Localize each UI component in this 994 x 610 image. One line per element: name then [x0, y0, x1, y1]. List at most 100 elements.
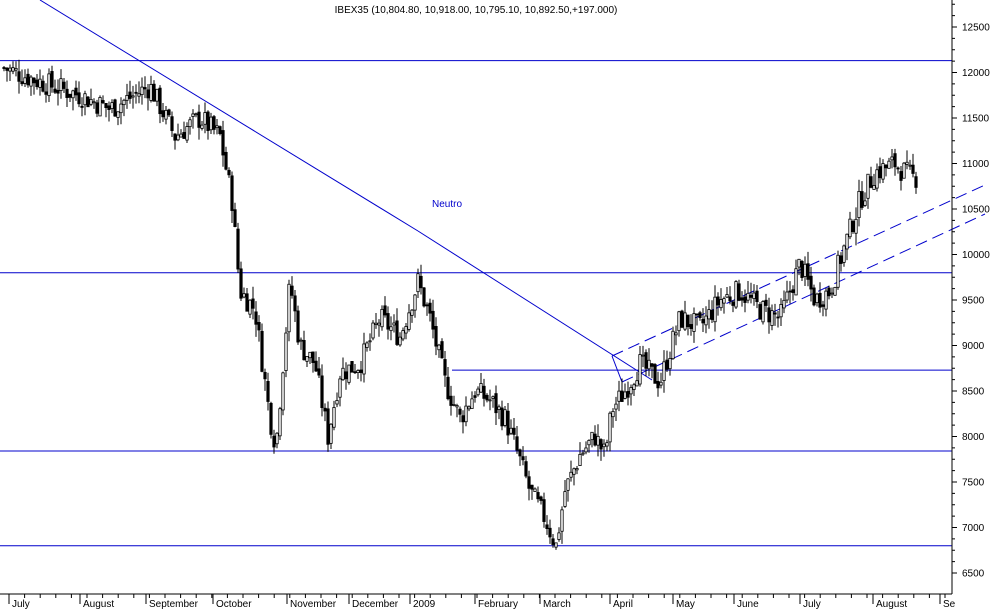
candle-body-down	[665, 359, 669, 370]
candle-body-up	[890, 156, 894, 161]
candle-body-down	[818, 292, 822, 308]
candle-body-up	[614, 403, 618, 410]
candle-body-down	[422, 287, 426, 307]
candle-body-up	[185, 126, 189, 141]
candle-body-up	[89, 98, 93, 105]
candle-body-down	[65, 88, 69, 98]
candle-body-down	[893, 153, 897, 168]
y-ticks: 6500 7000 7500 8000 8500 9000 9500 10000 10500 11…	[952, 3, 990, 580]
candle-body-down	[74, 87, 78, 96]
neutro-annotation: Neutro	[432, 199, 462, 210]
candle-body-up	[110, 102, 114, 109]
candle-body-down	[167, 109, 171, 116]
candle-body-up	[815, 293, 819, 304]
candle-body-up	[416, 273, 420, 293]
x-tick-label: October	[216, 599, 252, 610]
candle-body-up	[368, 340, 372, 343]
candle-body-down	[344, 371, 348, 380]
y-tick-label: 7000	[962, 523, 985, 534]
candle-body-down	[104, 103, 108, 108]
candle-body-up	[569, 471, 573, 478]
candle-body-down	[731, 301, 735, 306]
candle-body-down	[68, 93, 72, 98]
candle-body-up	[278, 408, 282, 437]
candle-body-down	[443, 359, 447, 376]
candle-body-up	[794, 268, 798, 296]
candle-body-up	[14, 68, 18, 71]
candle-body-down	[536, 492, 540, 500]
candle-body-down	[812, 287, 816, 306]
candle-body-up	[554, 542, 558, 548]
candle-body-up	[848, 218, 852, 238]
y-tick-label: 10000	[962, 250, 990, 261]
candle-body-up	[623, 391, 627, 399]
candle-body-down	[32, 77, 36, 84]
candle-body-up	[575, 468, 579, 471]
x-tick-label: April	[613, 599, 633, 610]
candle-body-down	[230, 175, 234, 211]
x-tick-label: March	[543, 599, 571, 610]
candle-body-up	[761, 301, 765, 323]
candle-body-up	[455, 405, 459, 408]
candle-body-up	[887, 160, 891, 169]
candle-body-up	[854, 218, 858, 234]
candle-body-down	[773, 312, 777, 315]
candle-body-up	[338, 378, 342, 398]
candle-body-up	[164, 109, 168, 120]
candle-body-down	[539, 496, 543, 501]
candle-body-down	[449, 395, 453, 406]
candle-body-down	[113, 99, 117, 117]
candle-body-down	[290, 285, 294, 296]
candle-body-down	[473, 395, 477, 398]
candle-body-up	[71, 90, 75, 99]
candle-body-up	[479, 383, 483, 393]
candle-body-up	[281, 372, 285, 411]
candle-body-down	[914, 176, 918, 188]
candle-body-up	[362, 343, 366, 375]
candle-body-down	[251, 298, 255, 309]
candle-body-up	[116, 111, 120, 118]
candle-body-down	[518, 449, 522, 457]
candle-body-down	[353, 371, 357, 374]
candle-body-up	[299, 339, 303, 342]
candle-body-up	[647, 359, 651, 370]
candle-body-up	[560, 509, 564, 532]
candle-body-down	[86, 96, 90, 108]
candle-body-up	[683, 312, 687, 330]
candle-body-up	[857, 190, 861, 218]
candle-body-up	[401, 330, 405, 340]
candle-body-up	[377, 322, 381, 326]
candle-body-up	[659, 381, 663, 386]
candle-body-up	[476, 388, 480, 396]
candle-body-up	[8, 67, 12, 72]
x-tick-label: December	[352, 599, 399, 610]
candle-body-up	[179, 133, 183, 138]
candle-body-up	[638, 354, 642, 385]
candle-body-up	[398, 336, 402, 346]
candle-body-down	[158, 87, 162, 115]
candle-body-up	[194, 113, 198, 116]
candle-body-down	[161, 110, 165, 118]
candle-body-down	[386, 313, 390, 330]
candle-body-down	[146, 89, 150, 99]
candle-body-up	[413, 294, 417, 311]
candle-body-down	[689, 324, 693, 329]
candle-body-down	[446, 376, 450, 400]
candle-body-up	[29, 76, 33, 87]
candle-body-down	[869, 176, 873, 188]
candle-body-down	[506, 410, 510, 436]
candle-body-down	[107, 105, 111, 110]
candle-body-down	[809, 275, 813, 290]
candle-body-up	[596, 435, 600, 446]
candle-body-down	[260, 330, 264, 372]
candle-body-down	[95, 102, 99, 114]
candle-body-down	[62, 81, 66, 89]
candle-body-down	[20, 81, 24, 85]
candle-body-down	[53, 88, 57, 93]
candle-body-down	[311, 351, 315, 364]
candle-body-up	[122, 99, 126, 106]
candle-body-down	[545, 524, 549, 529]
candle-body-up	[671, 330, 675, 360]
candle-body-down	[431, 310, 435, 330]
candle-body-up	[872, 185, 876, 190]
